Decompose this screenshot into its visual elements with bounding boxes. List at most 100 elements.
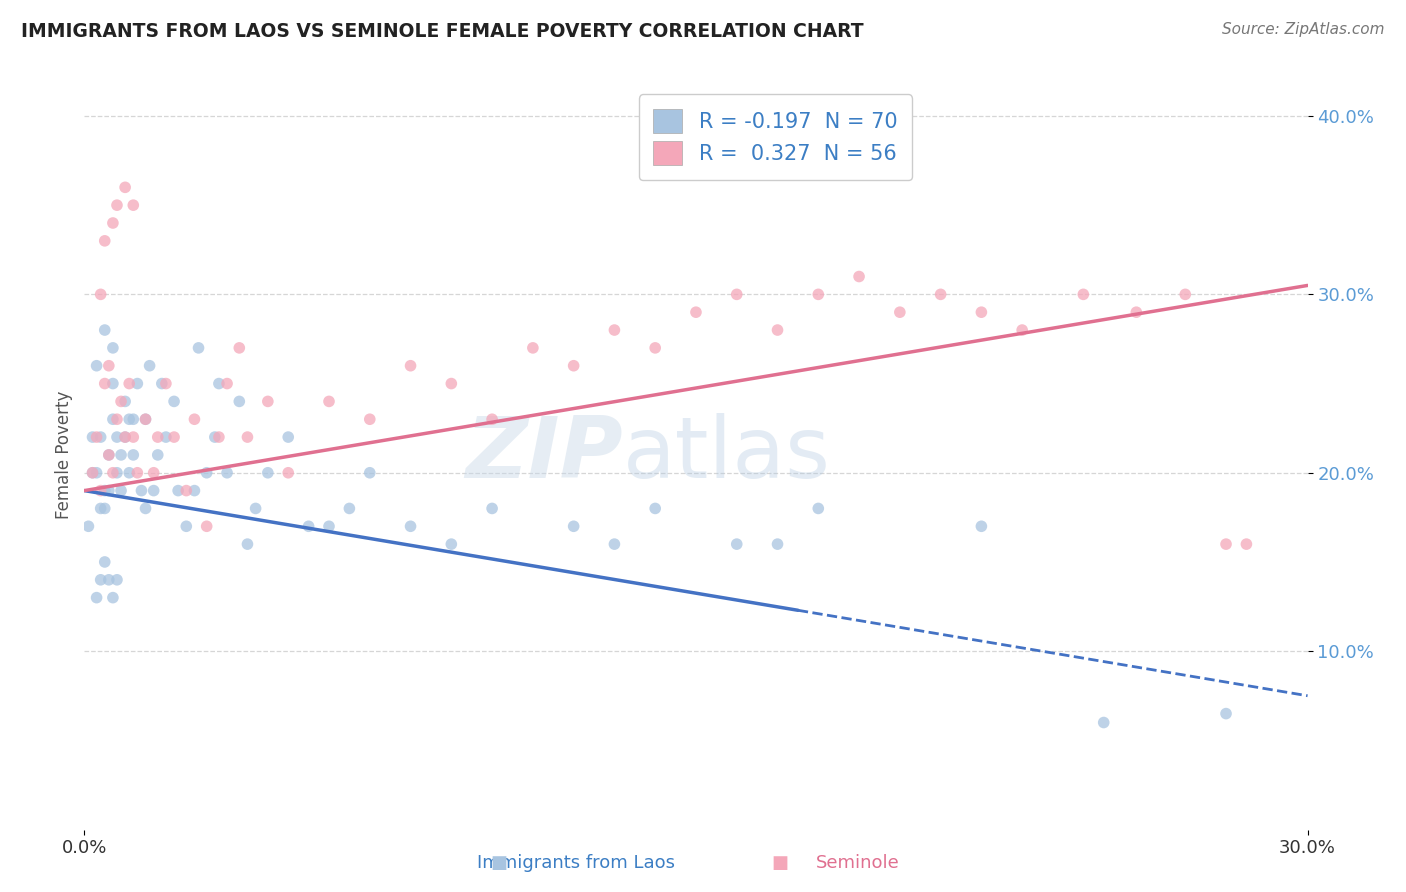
Point (644, 501, 666, 516)
Point (1215, 537, 1237, 551)
Point (146, 448, 169, 462)
Point (122, 412, 145, 426)
Point (110, 483, 132, 498)
Point (522, 341, 544, 355)
Point (105, 412, 128, 426)
Point (440, 537, 463, 551)
Point (644, 341, 666, 355)
Point (93, 234, 115, 248)
Point (101, 376, 124, 391)
Point (339, 501, 361, 516)
Point (725, 537, 748, 551)
Point (481, 412, 503, 426)
Point (318, 394, 340, 409)
Point (93, 555, 115, 569)
Point (135, 412, 157, 426)
Point (90, 483, 112, 498)
Point (1125, 305, 1147, 319)
Point (97, 448, 120, 462)
Text: ■: ■ (491, 855, 508, 872)
Point (481, 501, 503, 516)
Point (118, 376, 141, 391)
Point (685, 305, 707, 319)
Point (208, 430, 231, 444)
Point (318, 519, 340, 533)
Point (93, 483, 115, 498)
Point (97, 573, 120, 587)
Point (110, 448, 132, 462)
Point (127, 466, 149, 480)
Point (1215, 706, 1237, 721)
Point (97, 448, 120, 462)
Point (97, 359, 120, 373)
Point (440, 376, 463, 391)
Point (90, 573, 112, 587)
Point (142, 466, 165, 480)
Point (163, 394, 186, 409)
Point (163, 430, 186, 444)
Point (245, 501, 267, 516)
Point (82, 430, 104, 444)
Point (110, 394, 132, 409)
Point (101, 412, 124, 426)
Point (195, 519, 218, 533)
Point (603, 537, 626, 551)
Point (86, 430, 108, 444)
Point (93, 376, 115, 391)
Point (114, 180, 136, 194)
Point (195, 466, 218, 480)
Point (183, 412, 205, 426)
Point (204, 430, 226, 444)
Text: ZIP: ZIP (465, 413, 623, 497)
Point (399, 519, 422, 533)
Point (105, 430, 128, 444)
Point (105, 466, 128, 480)
Point (257, 466, 280, 480)
Point (277, 466, 299, 480)
Point (101, 466, 124, 480)
Point (1011, 323, 1033, 337)
Point (848, 269, 870, 284)
Point (228, 394, 250, 409)
Point (118, 412, 141, 426)
Point (228, 341, 250, 355)
Point (359, 466, 381, 480)
Point (766, 537, 789, 551)
Point (562, 359, 585, 373)
Point (257, 394, 280, 409)
Point (97, 483, 120, 498)
Point (187, 341, 209, 355)
Point (1073, 287, 1095, 301)
Point (131, 483, 153, 498)
Point (603, 323, 626, 337)
Point (90, 287, 112, 301)
Point (114, 430, 136, 444)
Point (135, 412, 157, 426)
Point (155, 376, 177, 391)
Point (114, 430, 136, 444)
Point (150, 376, 173, 391)
Point (167, 483, 190, 498)
Point (929, 287, 952, 301)
Point (236, 430, 259, 444)
Point (970, 519, 993, 533)
Point (122, 198, 145, 212)
Point (217, 466, 239, 480)
Point (90, 501, 112, 516)
Point (889, 305, 911, 319)
Point (101, 341, 124, 355)
Point (142, 483, 165, 498)
Point (122, 430, 145, 444)
Text: IMMIGRANTS FROM LAOS VS SEMINOLE FEMALE POVERTY CORRELATION CHART: IMMIGRANTS FROM LAOS VS SEMINOLE FEMALE … (21, 22, 863, 41)
Point (138, 359, 160, 373)
Point (277, 430, 299, 444)
Text: ■: ■ (772, 855, 789, 872)
Point (105, 573, 128, 587)
Point (298, 519, 321, 533)
Point (86, 591, 108, 605)
Point (174, 483, 197, 498)
Text: Source: ZipAtlas.com: Source: ZipAtlas.com (1222, 22, 1385, 37)
Point (217, 376, 239, 391)
Point (135, 501, 157, 516)
Point (399, 359, 422, 373)
